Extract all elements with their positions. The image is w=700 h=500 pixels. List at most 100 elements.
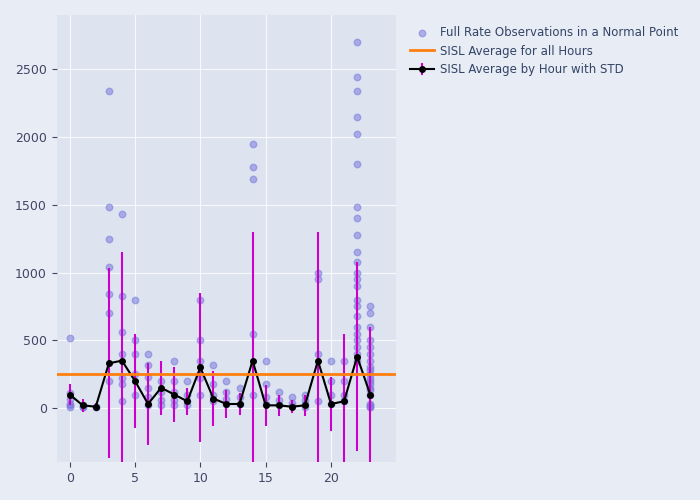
Full Rate Observations in a Normal Point: [351, 87, 363, 95]
Full Rate Observations in a Normal Point: [143, 373, 154, 381]
Full Rate Observations in a Normal Point: [365, 400, 376, 408]
Full Rate Observations in a Normal Point: [116, 210, 127, 218]
Full Rate Observations in a Normal Point: [221, 388, 232, 396]
Full Rate Observations in a Normal Point: [260, 393, 272, 401]
Full Rate Observations in a Normal Point: [247, 390, 258, 398]
Full Rate Observations in a Normal Point: [104, 309, 115, 317]
Full Rate Observations in a Normal Point: [339, 390, 350, 398]
Full Rate Observations in a Normal Point: [326, 377, 337, 385]
Full Rate Observations in a Normal Point: [365, 402, 376, 410]
Full Rate Observations in a Normal Point: [286, 398, 297, 406]
Full Rate Observations in a Normal Point: [351, 248, 363, 256]
Full Rate Observations in a Normal Point: [130, 296, 141, 304]
Full Rate Observations in a Normal Point: [64, 402, 76, 409]
Full Rate Observations in a Normal Point: [208, 360, 219, 368]
Full Rate Observations in a Normal Point: [365, 374, 376, 382]
Full Rate Observations in a Normal Point: [64, 389, 76, 397]
Full Rate Observations in a Normal Point: [300, 402, 311, 410]
Full Rate Observations in a Normal Point: [365, 384, 376, 392]
Full Rate Observations in a Normal Point: [77, 402, 88, 410]
Full Rate Observations in a Normal Point: [77, 404, 88, 411]
Full Rate Observations in a Normal Point: [351, 74, 363, 82]
Full Rate Observations in a Normal Point: [104, 204, 115, 212]
Full Rate Observations in a Normal Point: [182, 390, 193, 398]
SISL Average for all Hours: [66, 371, 74, 377]
Full Rate Observations in a Normal Point: [351, 356, 363, 364]
Full Rate Observations in a Normal Point: [351, 268, 363, 276]
Full Rate Observations in a Normal Point: [351, 130, 363, 138]
Legend: Full Rate Observations in a Normal Point, SISL Average for all Hours, SISL Avera: Full Rate Observations in a Normal Point…: [405, 21, 683, 81]
Full Rate Observations in a Normal Point: [312, 268, 323, 276]
Full Rate Observations in a Normal Point: [351, 312, 363, 320]
Full Rate Observations in a Normal Point: [351, 330, 363, 338]
Full Rate Observations in a Normal Point: [130, 370, 141, 378]
Full Rate Observations in a Normal Point: [221, 394, 232, 402]
Full Rate Observations in a Normal Point: [351, 204, 363, 212]
Full Rate Observations in a Normal Point: [351, 112, 363, 120]
Full Rate Observations in a Normal Point: [182, 377, 193, 385]
Full Rate Observations in a Normal Point: [155, 388, 167, 396]
Full Rate Observations in a Normal Point: [195, 296, 206, 304]
Full Rate Observations in a Normal Point: [90, 404, 101, 411]
Full Rate Observations in a Normal Point: [365, 350, 376, 358]
Full Rate Observations in a Normal Point: [195, 356, 206, 364]
Full Rate Observations in a Normal Point: [234, 393, 245, 401]
Full Rate Observations in a Normal Point: [221, 400, 232, 408]
Full Rate Observations in a Normal Point: [155, 396, 167, 404]
Full Rate Observations in a Normal Point: [365, 343, 376, 351]
Full Rate Observations in a Normal Point: [116, 398, 127, 406]
Full Rate Observations in a Normal Point: [365, 356, 376, 364]
Full Rate Observations in a Normal Point: [169, 388, 180, 396]
Full Rate Observations in a Normal Point: [365, 309, 376, 317]
Full Rate Observations in a Normal Point: [312, 398, 323, 406]
Full Rate Observations in a Normal Point: [143, 402, 154, 409]
Full Rate Observations in a Normal Point: [64, 334, 76, 342]
Full Rate Observations in a Normal Point: [247, 175, 258, 183]
Full Rate Observations in a Normal Point: [300, 396, 311, 404]
Full Rate Observations in a Normal Point: [260, 400, 272, 408]
Full Rate Observations in a Normal Point: [351, 282, 363, 290]
Full Rate Observations in a Normal Point: [116, 380, 127, 388]
Full Rate Observations in a Normal Point: [64, 394, 76, 402]
Full Rate Observations in a Normal Point: [208, 390, 219, 398]
Full Rate Observations in a Normal Point: [273, 388, 284, 396]
Full Rate Observations in a Normal Point: [116, 328, 127, 336]
Full Rate Observations in a Normal Point: [365, 302, 376, 310]
Full Rate Observations in a Normal Point: [104, 377, 115, 385]
Full Rate Observations in a Normal Point: [64, 402, 76, 410]
Full Rate Observations in a Normal Point: [273, 402, 284, 409]
Full Rate Observations in a Normal Point: [339, 398, 350, 406]
Full Rate Observations in a Normal Point: [155, 402, 167, 409]
Full Rate Observations in a Normal Point: [169, 402, 180, 409]
Full Rate Observations in a Normal Point: [351, 258, 363, 266]
Full Rate Observations in a Normal Point: [365, 380, 376, 388]
Full Rate Observations in a Normal Point: [143, 350, 154, 358]
Full Rate Observations in a Normal Point: [247, 163, 258, 171]
Full Rate Observations in a Normal Point: [208, 398, 219, 406]
Full Rate Observations in a Normal Point: [260, 380, 272, 388]
Full Rate Observations in a Normal Point: [351, 214, 363, 222]
Full Rate Observations in a Normal Point: [326, 400, 337, 408]
Full Rate Observations in a Normal Point: [326, 356, 337, 364]
Full Rate Observations in a Normal Point: [351, 296, 363, 304]
Full Rate Observations in a Normal Point: [365, 322, 376, 330]
Full Rate Observations in a Normal Point: [247, 330, 258, 338]
Full Rate Observations in a Normal Point: [116, 350, 127, 358]
Full Rate Observations in a Normal Point: [143, 360, 154, 368]
Full Rate Observations in a Normal Point: [169, 356, 180, 364]
Full Rate Observations in a Normal Point: [116, 292, 127, 300]
Full Rate Observations in a Normal Point: [273, 396, 284, 404]
Full Rate Observations in a Normal Point: [365, 377, 376, 385]
Full Rate Observations in a Normal Point: [286, 402, 297, 410]
Full Rate Observations in a Normal Point: [351, 276, 363, 283]
Full Rate Observations in a Normal Point: [365, 402, 376, 409]
Full Rate Observations in a Normal Point: [143, 384, 154, 392]
Full Rate Observations in a Normal Point: [104, 290, 115, 298]
Full Rate Observations in a Normal Point: [365, 364, 376, 372]
Full Rate Observations in a Normal Point: [260, 356, 272, 364]
Full Rate Observations in a Normal Point: [351, 230, 363, 238]
Full Rate Observations in a Normal Point: [116, 374, 127, 382]
Full Rate Observations in a Normal Point: [195, 390, 206, 398]
Full Rate Observations in a Normal Point: [64, 400, 76, 408]
Full Rate Observations in a Normal Point: [182, 402, 193, 409]
